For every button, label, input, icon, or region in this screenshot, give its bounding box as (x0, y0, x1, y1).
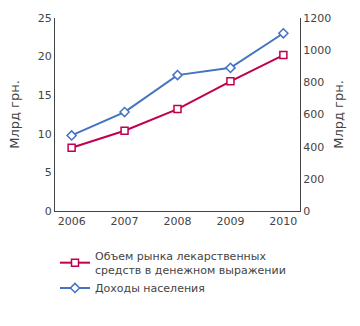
svg-text:Млрд грн.: Млрд грн. (7, 80, 22, 149)
svg-text:Объем рынка лекарственныхсредс: Объем рынка лекарственныхсредств в денеж… (95, 250, 286, 277)
svg-text:1200: 1200 (303, 12, 331, 25)
svg-text:10: 10 (38, 128, 52, 141)
svg-text:2010: 2010 (269, 215, 297, 228)
svg-text:15: 15 (38, 89, 52, 102)
svg-text:200: 200 (303, 173, 324, 186)
svg-text:Млрд грн.: Млрд грн. (331, 80, 346, 149)
svg-text:2006: 2006 (58, 215, 86, 228)
svg-text:2008: 2008 (164, 215, 192, 228)
svg-text:0: 0 (303, 205, 310, 218)
svg-text:2007: 2007 (111, 215, 139, 228)
svg-text:600: 600 (303, 108, 324, 121)
svg-text:Доходы населения: Доходы населения (95, 282, 205, 295)
svg-text:2009: 2009 (216, 215, 244, 228)
svg-text:1000: 1000 (303, 44, 331, 57)
svg-text:5: 5 (45, 166, 52, 179)
svg-text:800: 800 (303, 76, 324, 89)
svg-text:25: 25 (38, 12, 52, 25)
svg-text:0: 0 (45, 205, 52, 218)
svg-text:20: 20 (38, 50, 52, 63)
svg-text:400: 400 (303, 141, 324, 154)
